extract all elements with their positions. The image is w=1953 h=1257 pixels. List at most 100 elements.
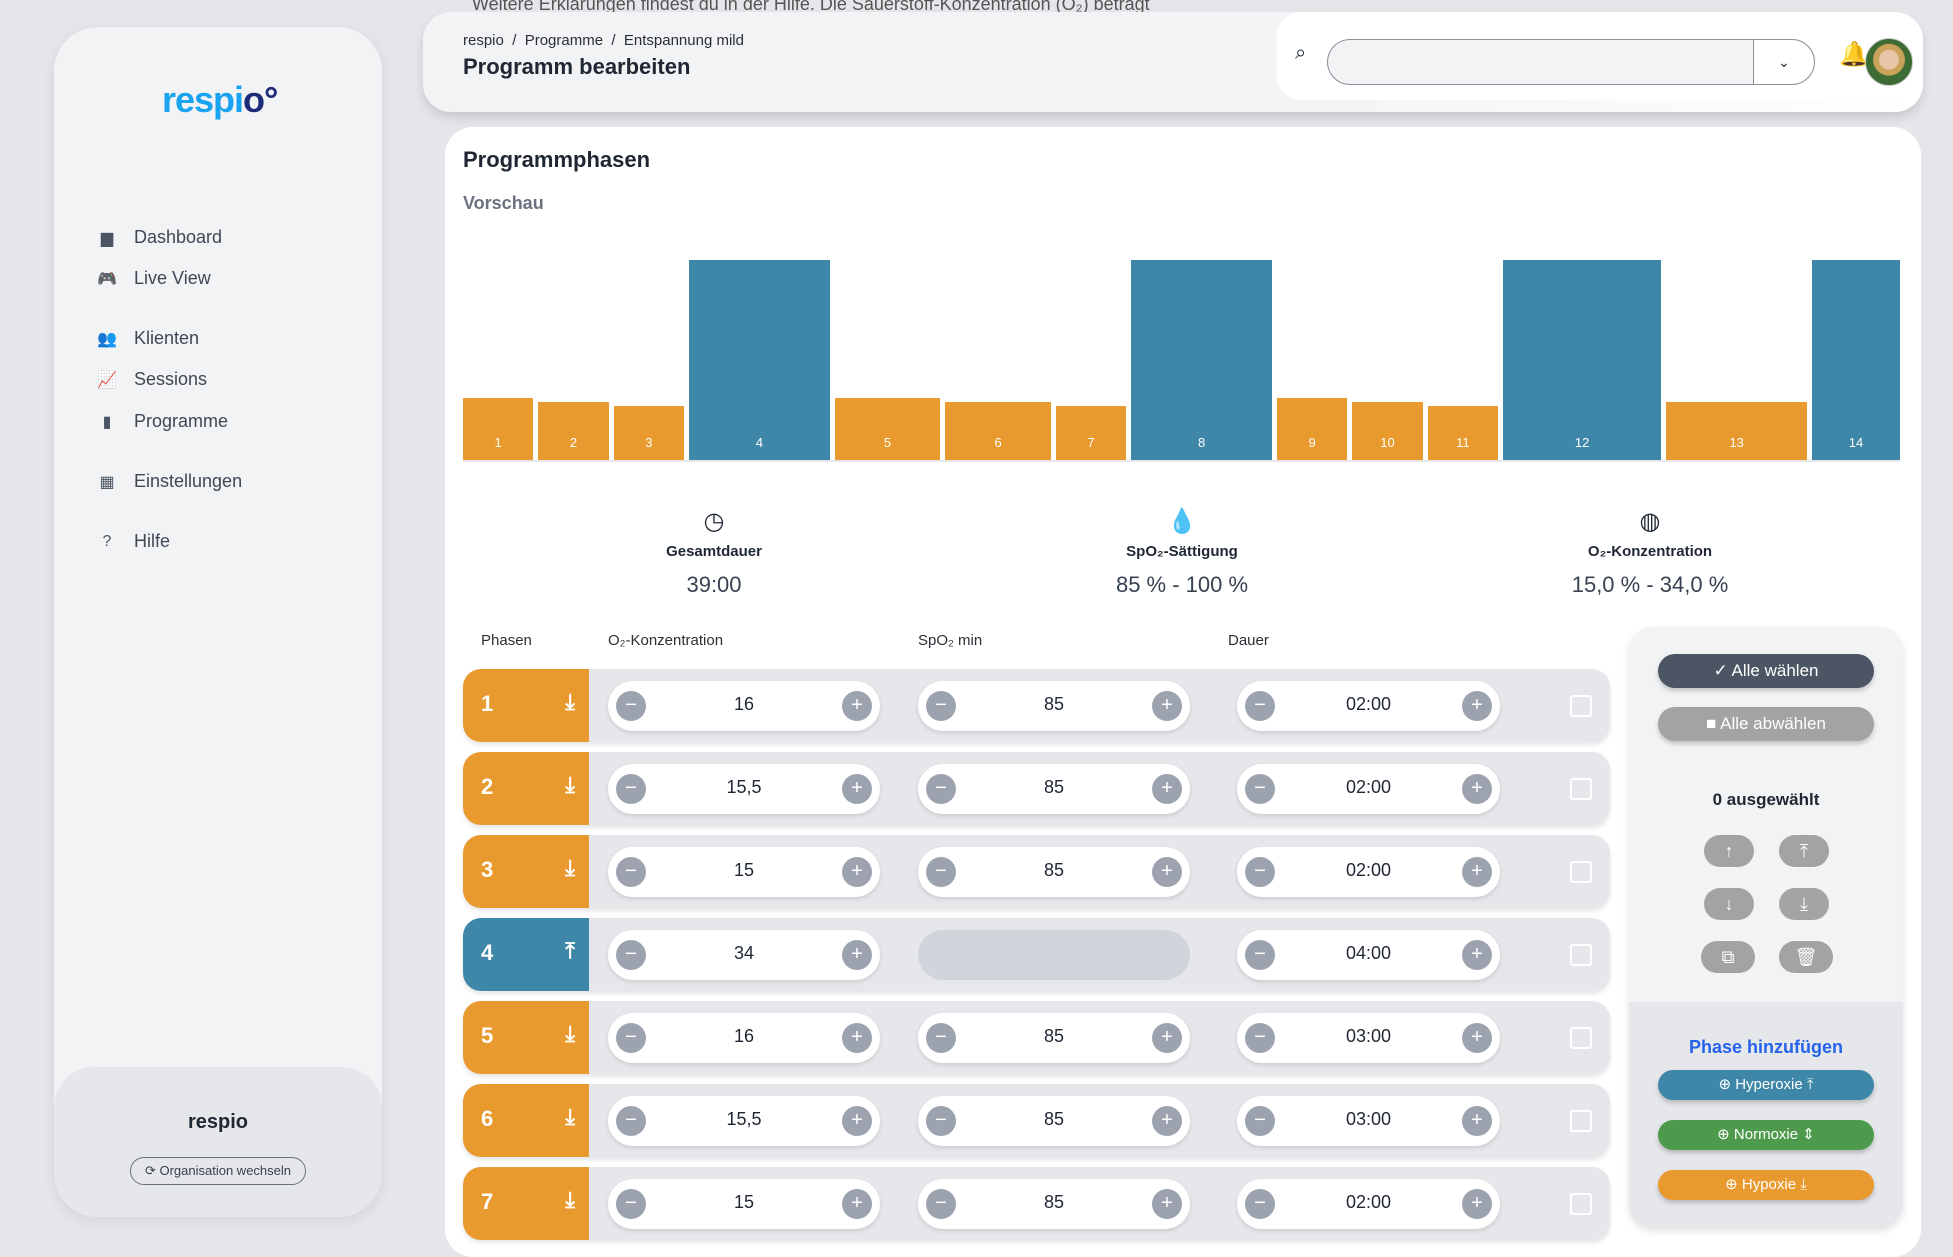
breadcrumb[interactable]: respio / Programme / Entspannung mild [463,32,744,49]
minus-button[interactable]: − [616,1106,646,1136]
plus-button[interactable]: + [1462,1023,1492,1053]
minus-button[interactable]: − [616,1023,646,1053]
minus-button[interactable]: − [616,774,646,804]
search-dropdown-button[interactable]: ⌄ [1753,39,1815,85]
o2-value[interactable]: 34 [733,943,755,963]
plus-button[interactable]: + [1152,857,1182,887]
phase-label[interactable]: 7 ⤓ [463,1167,589,1240]
select-all-button[interactable]: ✓ Alle wählen [1658,654,1874,688]
plus-button[interactable]: + [1152,1023,1182,1053]
plus-button[interactable]: + [1152,1106,1182,1136]
chart-bar[interactable]: 8 [1131,260,1272,460]
minus-button[interactable]: − [1245,1189,1275,1219]
o2-value[interactable]: 16 [733,694,755,714]
phase-label[interactable]: 3 ⤓ [463,835,589,908]
search-input[interactable] [1327,39,1753,85]
plus-button[interactable]: + [842,691,872,721]
duration-value[interactable]: 04:00 [1345,943,1392,963]
minus-button[interactable]: − [1245,691,1275,721]
avatar[interactable] [1865,38,1913,86]
plus-button[interactable]: + [1152,1189,1182,1219]
plus-button[interactable]: + [842,1106,872,1136]
spo2-value[interactable]: 85 [1043,1109,1065,1129]
chart-bar[interactable]: 10 [1352,402,1423,460]
delete-button[interactable]: 🗑 [1779,941,1833,973]
minus-button[interactable]: − [926,1106,956,1136]
plus-button[interactable]: + [842,1189,872,1219]
chart-bar[interactable]: 6 [945,402,1051,460]
row-checkbox[interactable] [1570,861,1592,883]
phase-label[interactable]: 2 ⤓ [463,752,589,825]
chart-bar[interactable]: 5 [834,398,941,460]
add-hyperoxie-button[interactable]: ⊕ Hyperoxie ⤒ [1658,1070,1874,1100]
phase-label[interactable]: 5 ⤓ [463,1001,589,1074]
move-down-button[interactable]: ↓ [1704,888,1754,920]
plus-button[interactable]: + [1462,940,1492,970]
sidebar-item-sessions[interactable]: 📈 Sessions [96,369,207,390]
chart-bar[interactable]: 7 [1055,406,1127,460]
minus-button[interactable]: − [1245,940,1275,970]
plus-button[interactable]: + [1462,1189,1492,1219]
plus-button[interactable]: + [1152,774,1182,804]
switch-org-button[interactable]: ⟳ Organisation wechseln [130,1157,306,1185]
add-hypoxie-button[interactable]: ⊕ Hypoxie ⤓ [1658,1170,1874,1200]
row-checkbox[interactable] [1570,1027,1592,1049]
minus-button[interactable]: − [616,940,646,970]
minus-button[interactable]: − [926,1023,956,1053]
row-checkbox[interactable] [1570,1193,1592,1215]
duplicate-button[interactable]: ⧉ [1701,941,1755,973]
sidebar-item-dashboard[interactable]: ▆ Dashboard [96,227,222,248]
logo[interactable]: respio° [162,79,278,120]
duration-value[interactable]: 02:00 [1345,777,1392,797]
row-checkbox[interactable] [1570,1110,1592,1132]
plus-button[interactable]: + [1462,774,1492,804]
duration-value[interactable]: 02:00 [1345,1192,1392,1212]
minus-button[interactable]: − [616,691,646,721]
minus-button[interactable]: − [1245,774,1275,804]
row-checkbox[interactable] [1570,695,1592,717]
spo2-value[interactable]: 85 [1043,860,1065,880]
spo2-value[interactable]: 85 [1043,694,1065,714]
o2-value[interactable]: 15,5 [726,777,762,797]
sidebar-item-programme[interactable]: ▮ Programme [96,411,228,432]
plus-button[interactable]: + [1462,857,1492,887]
add-normoxie-button[interactable]: ⊕ Normoxie ⇕ [1658,1120,1874,1150]
chart-bar[interactable]: 1 [463,398,534,460]
chart-bar[interactable]: 14 [1812,260,1900,460]
phase-label[interactable]: 1 ⤓ [463,669,589,742]
sidebar-item-live-view[interactable]: 🎮 Live View [96,268,211,289]
chart-bar[interactable]: 2 [538,402,609,460]
minus-button[interactable]: − [1245,1023,1275,1053]
minus-button[interactable]: − [926,691,956,721]
chart-bar[interactable]: 4 [689,260,830,460]
o2-value[interactable]: 16 [733,1026,755,1046]
sidebar-item-einstellungen[interactable]: ▦ Einstellungen [96,471,242,492]
minus-button[interactable]: − [1245,1106,1275,1136]
plus-button[interactable]: + [842,857,872,887]
move-bottom-button[interactable]: ⤓ [1779,888,1829,920]
minus-button[interactable]: − [1245,857,1275,887]
row-checkbox[interactable] [1570,778,1592,800]
spo2-value[interactable]: 85 [1043,777,1065,797]
o2-value[interactable]: 15 [733,860,755,880]
duration-value[interactable]: 03:00 [1345,1026,1392,1046]
plus-button[interactable]: + [1152,691,1182,721]
bell-icon[interactable]: 🔔 [1839,41,1869,68]
phase-label[interactable]: 6 ⤓ [463,1084,589,1157]
chart-bar[interactable]: 3 [613,406,685,460]
chart-bar[interactable]: 12 [1503,260,1662,460]
minus-button[interactable]: − [616,857,646,887]
duration-value[interactable]: 02:00 [1345,860,1392,880]
phase-label[interactable]: 4 ⤒ [463,918,589,991]
o2-value[interactable]: 15,5 [726,1109,762,1129]
chart-bar[interactable]: 11 [1427,406,1498,460]
minus-button[interactable]: − [926,857,956,887]
plus-button[interactable]: + [842,774,872,804]
duration-value[interactable]: 03:00 [1345,1109,1392,1129]
chart-bar[interactable]: 13 [1666,402,1808,460]
row-checkbox[interactable] [1570,944,1592,966]
sidebar-item-klienten[interactable]: 👥 Klienten [96,328,199,349]
minus-button[interactable]: − [926,1189,956,1219]
o2-value[interactable]: 15 [733,1192,755,1212]
plus-button[interactable]: + [842,940,872,970]
